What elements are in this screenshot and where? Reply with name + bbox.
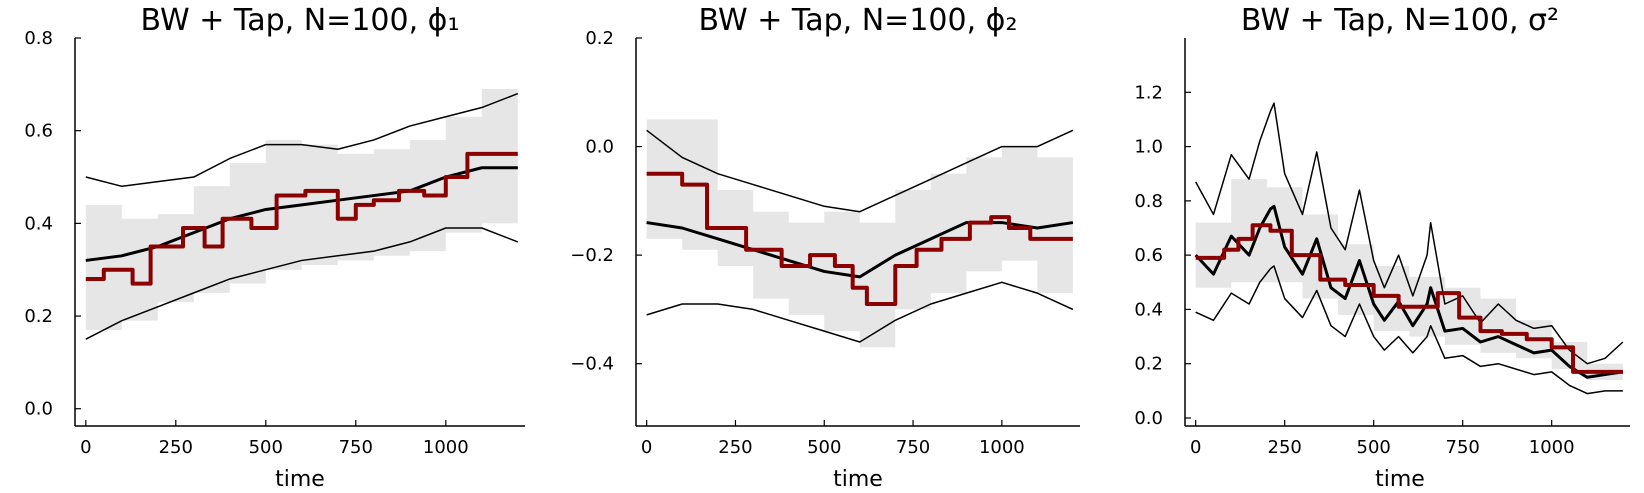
series-lower-bound: [1195, 265, 1623, 395]
series-upper-bound: [646, 129, 1074, 213]
y-tick-label: 0.4: [1134, 299, 1163, 320]
chart-title: BW + Tap, N=100, ϕ₂: [699, 3, 1018, 38]
y-tick-label: −0.2: [570, 245, 614, 266]
series-true-value: [85, 151, 518, 286]
series-posterior-mean: [1194, 204, 1624, 379]
series-lower-bound: [646, 281, 1074, 343]
x-tick-label: 500: [807, 437, 841, 458]
x-tick-label: 250: [1268, 437, 1302, 458]
x-tick-label: 250: [718, 437, 752, 458]
panel-phi2: BW + Tap, N=100, ϕ₂ time −0.4 −0.2 0.0 0.2 0…: [570, 3, 1080, 492]
x-tick-label: 1000: [1529, 437, 1575, 458]
y-tick-label: 0.4: [24, 213, 53, 234]
x-axis-label: time: [1375, 467, 1425, 492]
series-lower-bound: [85, 227, 519, 340]
y-tick-label: 0.2: [24, 306, 53, 327]
x-tick-label: 0: [1190, 437, 1201, 458]
y-tick-label: −0.4: [570, 354, 614, 375]
x-tick-label: 1000: [979, 437, 1025, 458]
x-tick-label: 250: [159, 437, 193, 458]
y-tick-label: 0.0: [1134, 408, 1163, 429]
uncertainty-band: [646, 119, 1073, 348]
x-tick-label: 500: [249, 437, 283, 458]
uncertainty-band: [85, 88, 518, 330]
y-tick-label: 0.8: [24, 28, 53, 49]
series-true-value: [1195, 223, 1623, 374]
series-upper-bound: [85, 92, 519, 188]
x-tick-label: 750: [1446, 437, 1480, 458]
y-tick-label: 0.0: [24, 399, 53, 420]
uncertainty-band: [1195, 179, 1623, 380]
chart-title: BW + Tap, N=100, σ²: [1241, 3, 1559, 38]
y-tick-label: 0.6: [24, 121, 53, 142]
y-tick-label: 1.0: [1134, 137, 1163, 158]
panel-phi1: BW + Tap, N=100, ϕ₁ time 0.0 0.2 0.4 0.6 0.8…: [24, 3, 525, 492]
y-tick-label: 0.0: [585, 137, 614, 158]
x-tick-label: 500: [1357, 437, 1391, 458]
panel-sigma2: BW + Tap, N=100, σ² time 0.0 0.2 0.4 0.6 0.8…: [1134, 3, 1630, 492]
y-tick-label: 1.2: [1134, 82, 1163, 103]
series-true-value: [646, 171, 1073, 306]
y-tick-label: 0.2: [585, 28, 614, 49]
chart-title: BW + Tap, N=100, ϕ₁: [141, 3, 460, 38]
y-tick-label: 0.8: [1134, 191, 1163, 212]
x-tick-label: 750: [896, 437, 930, 458]
y-tick-label: 0.2: [1134, 354, 1163, 375]
x-axis-label: time: [275, 467, 325, 492]
x-tick-label: 0: [80, 437, 91, 458]
x-axis-label: time: [833, 467, 883, 492]
y-tick-label: 0.6: [1134, 245, 1163, 266]
x-tick-label: 1000: [423, 437, 469, 458]
x-tick-label: 0: [641, 437, 652, 458]
series-upper-bound: [1195, 102, 1624, 365]
x-tick-label: 750: [339, 437, 373, 458]
series-posterior-mean: [646, 221, 1074, 279]
